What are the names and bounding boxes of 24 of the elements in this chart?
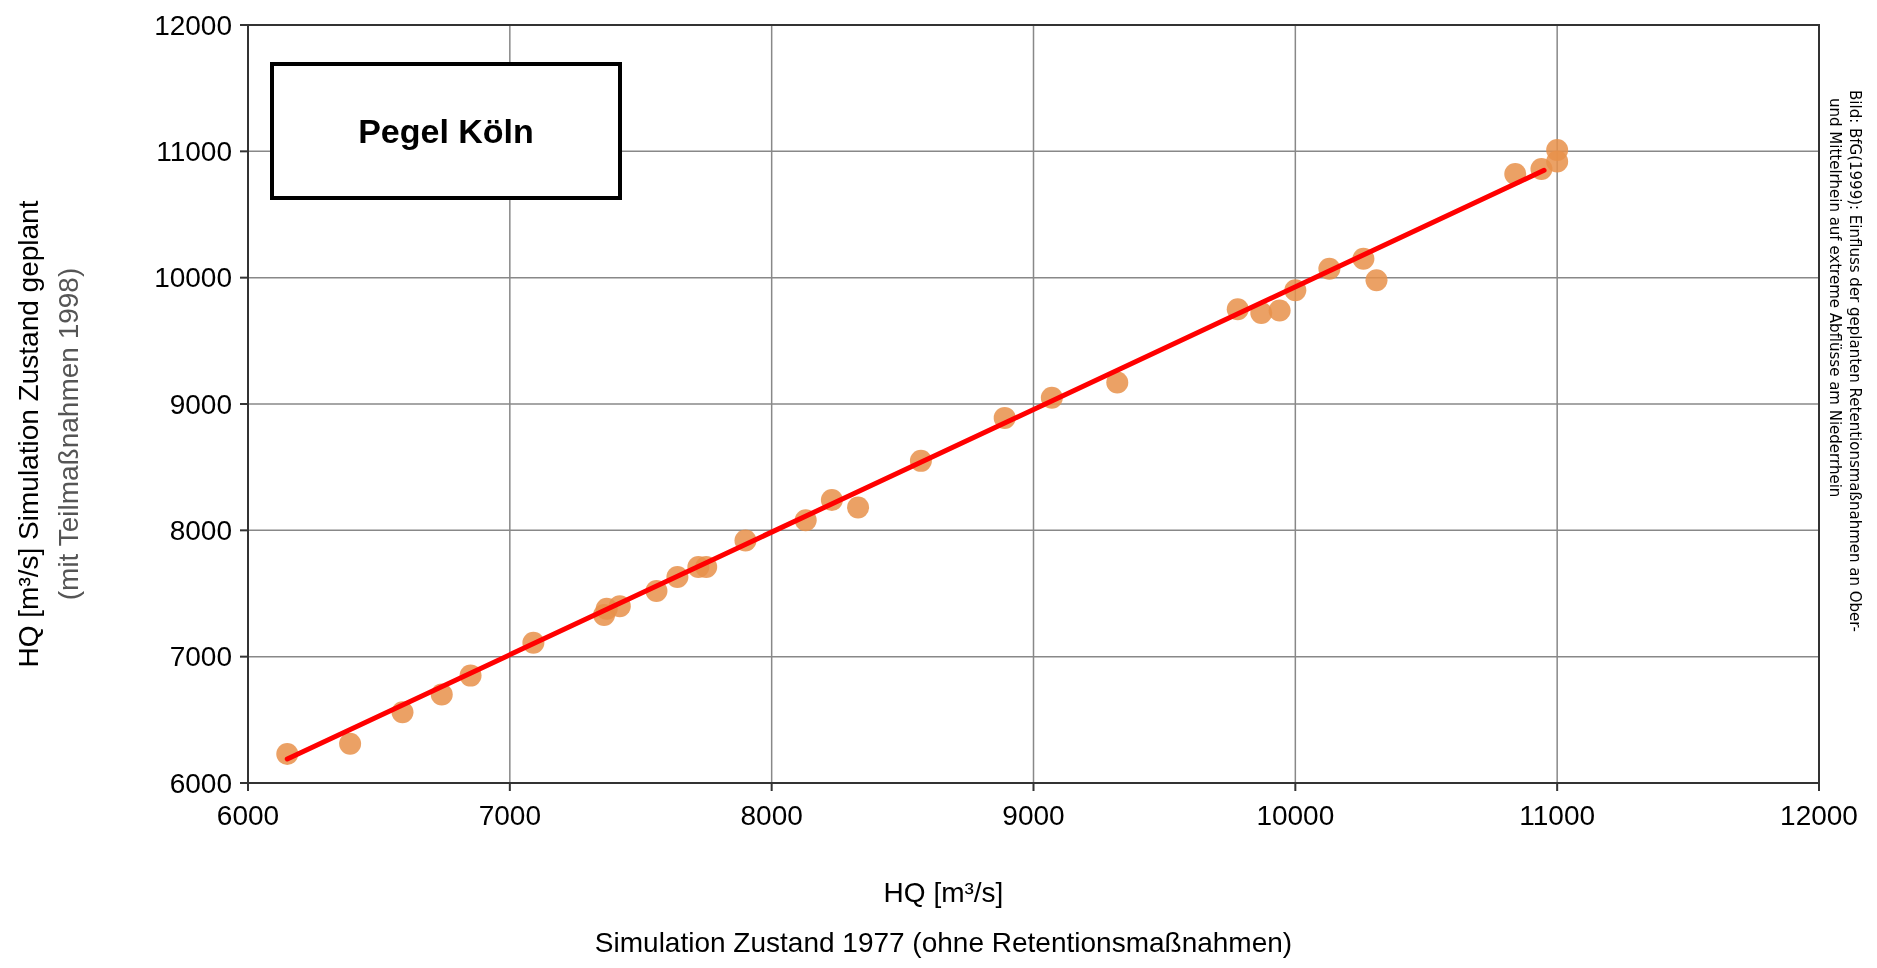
y-tick-label: 12000 — [154, 9, 232, 41]
y-tick-label: 11000 — [156, 136, 232, 168]
title-frame: Pegel Köln — [270, 62, 622, 200]
point — [1546, 139, 1569, 162]
y-tick-label: 10000 — [154, 262, 232, 294]
y-tick-label: 8000 — [169, 515, 232, 547]
x-tick-label: 7000 — [478, 800, 541, 831]
text: Bild: BfG(1999): Einfluss der geplanten Retentionsmaßnahmen an Ober- und Mittelrhein auf extreme Abflüsse am Niederrhein — [1826, 90, 1864, 632]
x-tick-label: 6000 — [216, 800, 280, 831]
x-tick-label: 9000 — [1002, 800, 1065, 831]
point — [1268, 299, 1291, 322]
y-axis-title: HQ [m³/s] Simulation Zustand geplant (mit Teilmaßnahmen 1998) — [13, 200, 84, 668]
x-tick-label: 11000 — [1519, 800, 1596, 831]
x-axis-title: HQ [m³/s] Simulation Zustand 1977 (ohne Retentionsmaßnahmen) — [594, 877, 1293, 958]
y-tick-label: 7000 — [169, 641, 232, 673]
y-tick-label: 6000 — [169, 767, 232, 799]
y-tick-label: 9000 — [169, 388, 232, 420]
point — [339, 732, 362, 755]
point — [847, 496, 870, 519]
point — [1365, 269, 1388, 292]
x-tick-label: 8000 — [740, 800, 803, 831]
x-tick-label: 10000 — [1256, 800, 1335, 831]
point — [1106, 371, 1129, 394]
x-tick-label: 12000 — [1780, 800, 1858, 831]
